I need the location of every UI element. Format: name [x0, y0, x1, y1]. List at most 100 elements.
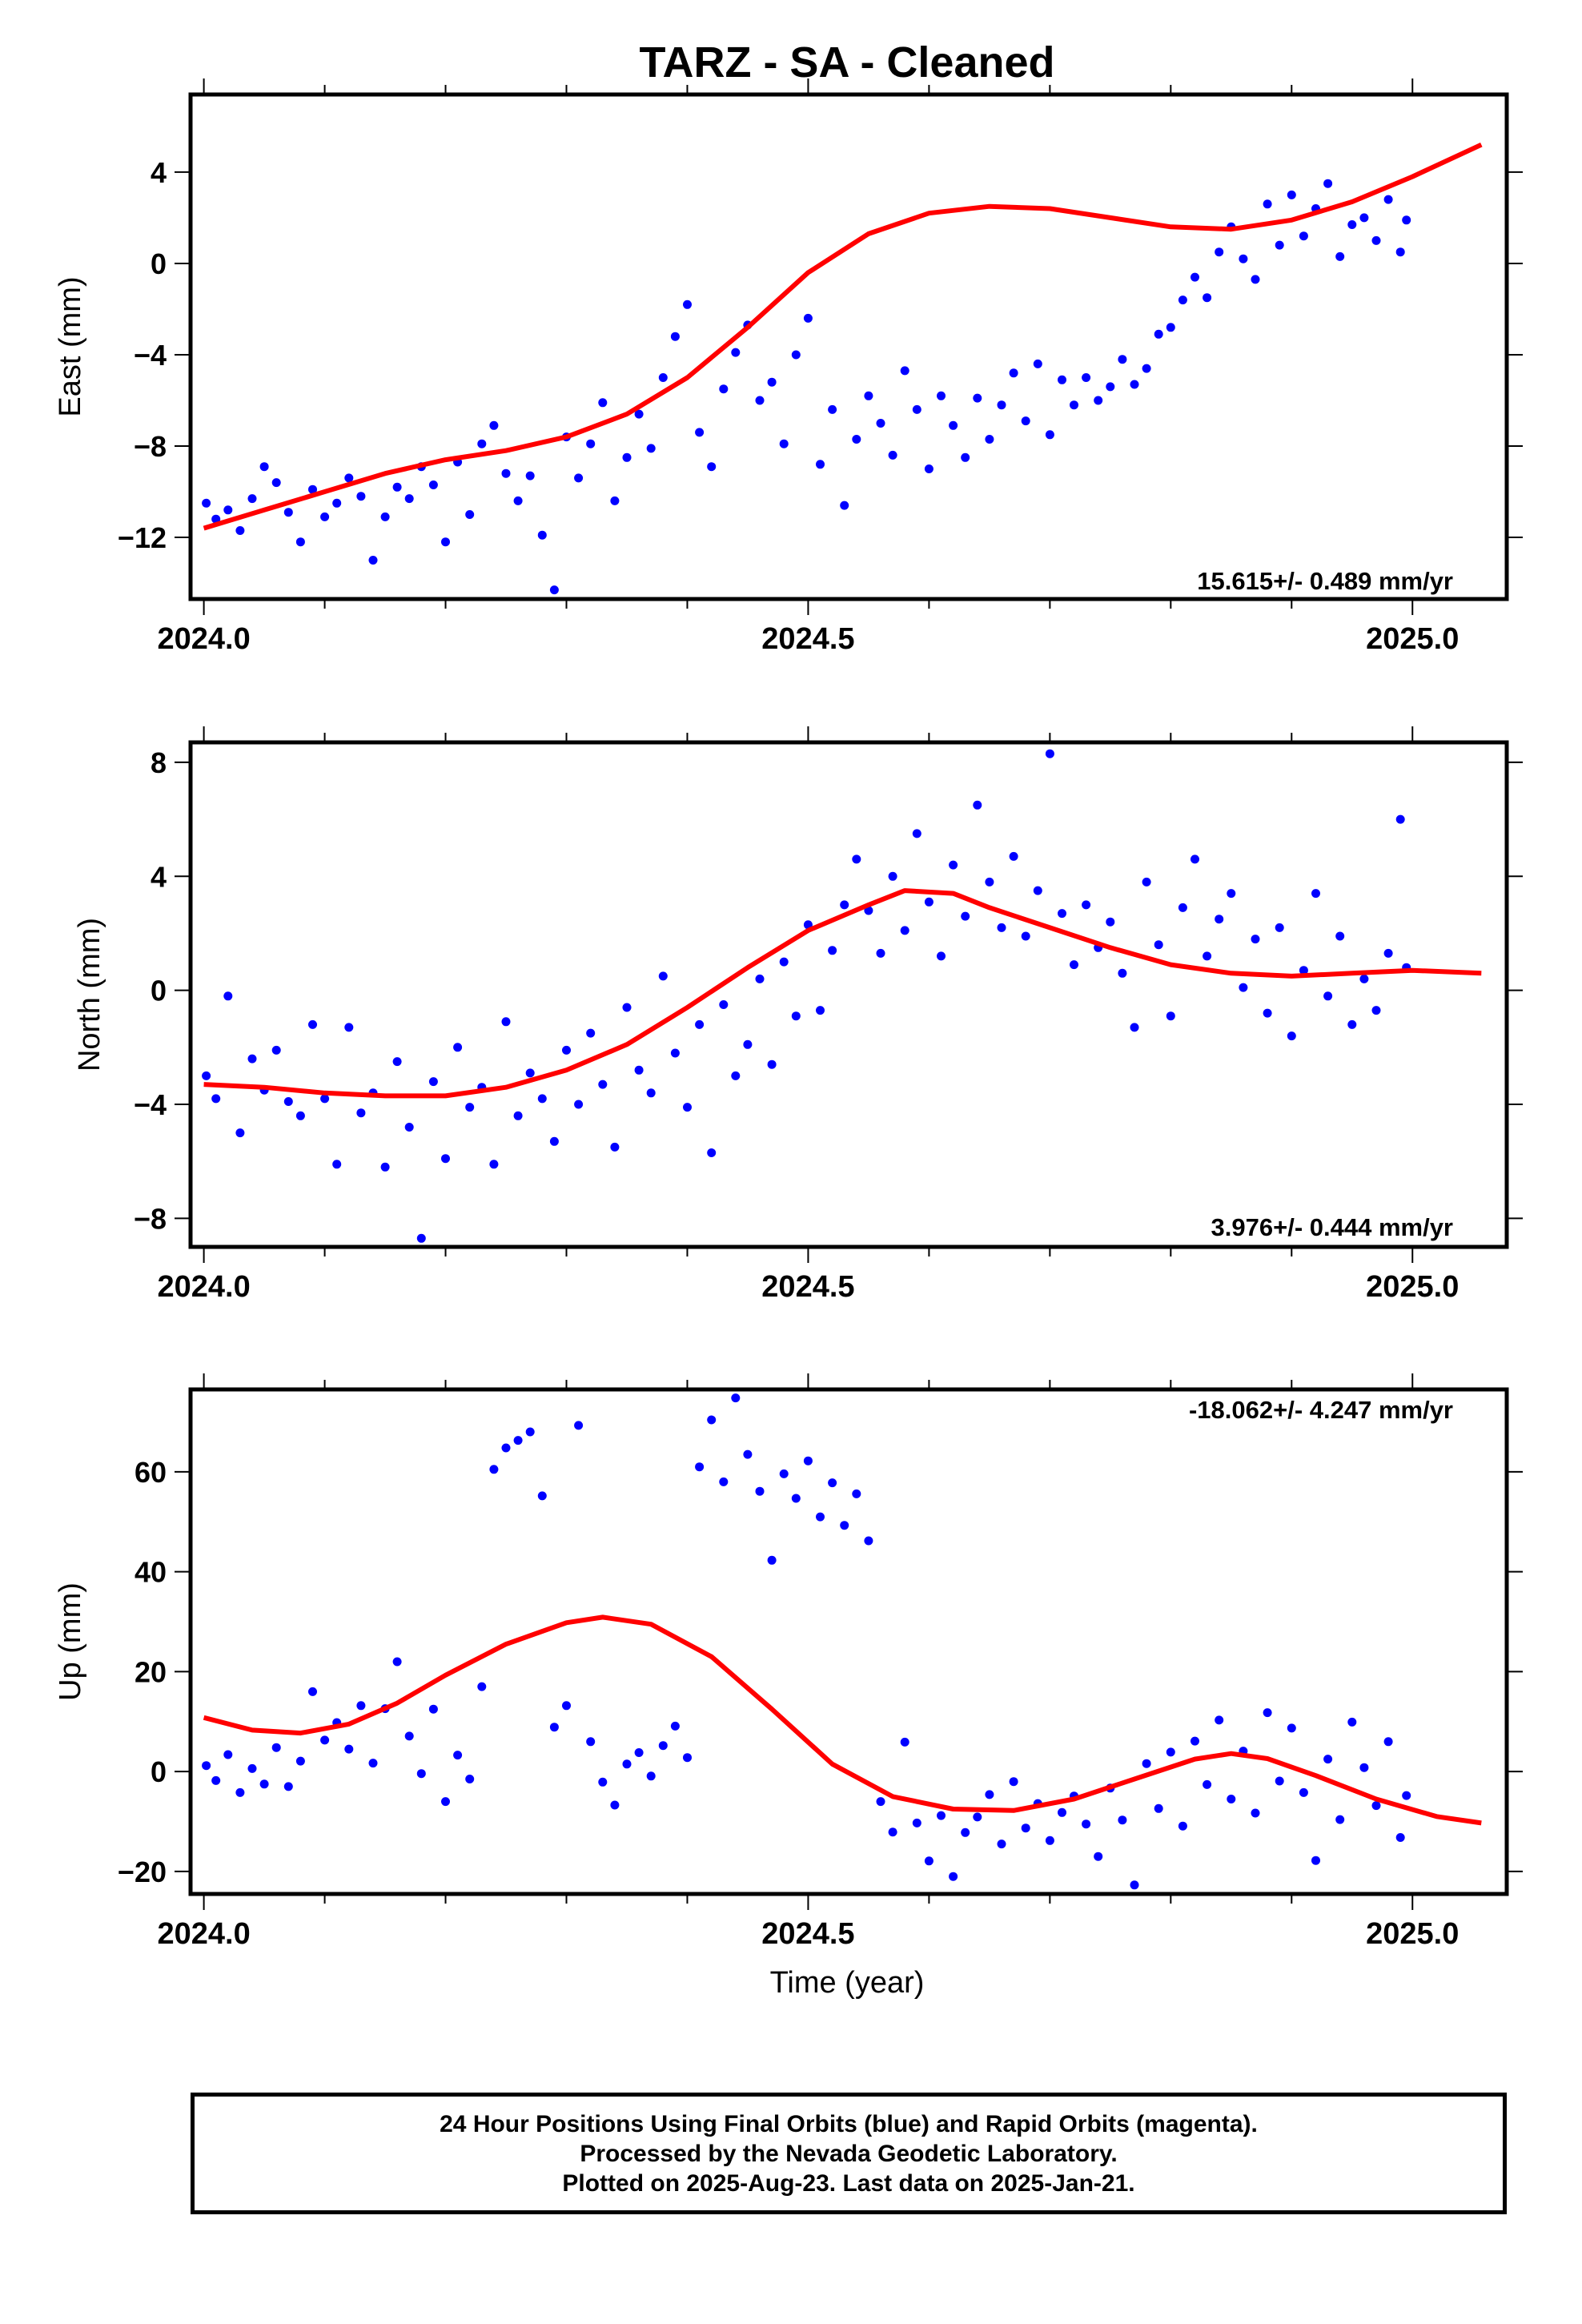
east-data-point [670, 332, 680, 341]
up-data-point [634, 1748, 644, 1757]
up-y-tick-label: 0 [151, 1755, 167, 1788]
up-data-point [562, 1701, 571, 1711]
east-data-point [392, 482, 402, 492]
footer-note: 24 Hour Positions Using Final Orbits (bl… [191, 2093, 1507, 2214]
east-data-point [888, 450, 897, 460]
north-data-point [828, 946, 837, 955]
east-data-point [610, 496, 620, 505]
north-data-point [1239, 983, 1248, 992]
up-data-point [937, 1811, 946, 1820]
up-data-point [598, 1777, 608, 1787]
east-data-point [1070, 400, 1078, 410]
up-data-point [1402, 1791, 1411, 1800]
up-data-point [864, 1536, 873, 1546]
up-plot-frame [188, 1387, 1509, 1896]
up-data-point [1118, 1815, 1127, 1825]
east-data-point [441, 537, 450, 547]
north-data-point [973, 800, 982, 810]
north-data-point [562, 1045, 571, 1055]
footer-line-3: Plotted on 2025-Aug-23. Last data on 202… [562, 2169, 1135, 2197]
north-data-point [501, 1017, 511, 1027]
east-data-point [1082, 373, 1091, 382]
up-data-point [1383, 1737, 1393, 1747]
up-data-point [202, 1761, 211, 1771]
up-data-point [283, 1782, 293, 1791]
east-data-point [259, 462, 269, 472]
north-x-tick-label: 2024.5 [761, 1270, 854, 1304]
east-x-tick-label: 2025.0 [1366, 622, 1459, 656]
footer-line-1: 24 Hour Positions Using Final Orbits (bl… [440, 2110, 1258, 2137]
up-x-tick-label: 2025.0 [1366, 1917, 1459, 1951]
north-data-point [1142, 877, 1151, 887]
up-data-point [924, 1856, 934, 1866]
north-data-point [1082, 900, 1091, 910]
north-plot-frame [188, 740, 1509, 1249]
up-data-point [985, 1790, 994, 1799]
north-data-point [223, 991, 233, 1001]
north-data-point [1045, 749, 1054, 758]
north-data-point [816, 1006, 825, 1015]
north-data-point [320, 1094, 330, 1104]
footer-line-2: Processed by the Nevada Geodetic Laborat… [580, 2140, 1118, 2167]
up-data-point [852, 1489, 861, 1498]
north-data-point [404, 1123, 414, 1132]
north-fit-line [203, 888, 1482, 1099]
up-data-point [1094, 1852, 1103, 1861]
up-data-point [1371, 1801, 1381, 1811]
north-data-point [731, 1071, 741, 1080]
up-data-point [1082, 1819, 1091, 1829]
east-y-tick-label: −8 [134, 430, 167, 463]
up-y-tick-label: 60 [135, 1456, 167, 1489]
up-rate-label: -18.062+/- 4.247 mm/yr [1189, 1396, 1453, 1424]
east-y-axis-label: East (mm) [54, 276, 87, 416]
east-data-point [1009, 368, 1018, 378]
east-panel: East (mm) 15.615+/- 0.489 mm/yr 2024.0 20… [54, 78, 1523, 656]
north-data-point [428, 1077, 438, 1087]
east-data-point [1275, 240, 1284, 250]
east-data-point [1058, 375, 1066, 384]
east-data-point [549, 585, 559, 595]
east-data-point [271, 478, 281, 488]
north-y-tick-label: −4 [134, 1088, 167, 1121]
east-data-point [380, 512, 390, 521]
north-data-point [308, 1019, 317, 1029]
east-data-point [949, 420, 958, 430]
up-data-point [392, 1657, 402, 1667]
east-data-point [223, 505, 233, 515]
up-data-point [1142, 1759, 1151, 1768]
east-data-point [1178, 296, 1187, 305]
up-data-point [211, 1775, 221, 1785]
east-data-point [924, 464, 934, 473]
east-data-point [973, 393, 982, 403]
north-data-point [513, 1111, 523, 1120]
east-data-point [658, 373, 668, 382]
north-data-point [380, 1162, 390, 1172]
north-data-point [1118, 968, 1127, 978]
east-data-point [428, 480, 438, 489]
up-data-point [537, 1491, 547, 1501]
north-y-tick-label: 4 [151, 860, 167, 893]
up-data-point [1311, 1856, 1320, 1865]
north-data-point [1311, 889, 1320, 899]
east-data-point [1371, 235, 1381, 245]
east-data-point [1118, 355, 1127, 364]
north-data-point [283, 1097, 293, 1106]
up-data-point [1058, 1807, 1066, 1817]
north-data-point [1227, 889, 1236, 899]
up-data-point [513, 1436, 523, 1445]
east-data-point [1251, 275, 1260, 284]
east-data-point [477, 439, 487, 448]
east-data-point [586, 439, 596, 448]
north-data-point [1359, 974, 1369, 983]
north-data-point [985, 877, 994, 887]
east-data-point [1021, 416, 1030, 426]
east-data-point [1191, 272, 1199, 282]
east-data-point [683, 300, 692, 309]
up-data-point [743, 1449, 753, 1459]
up-x-tick-label: 2024.5 [761, 1917, 854, 1951]
north-data-point [1251, 935, 1260, 944]
east-data-point [985, 435, 994, 444]
east-data-point [767, 377, 777, 387]
east-data-point [404, 494, 414, 504]
north-data-point [1395, 814, 1405, 824]
